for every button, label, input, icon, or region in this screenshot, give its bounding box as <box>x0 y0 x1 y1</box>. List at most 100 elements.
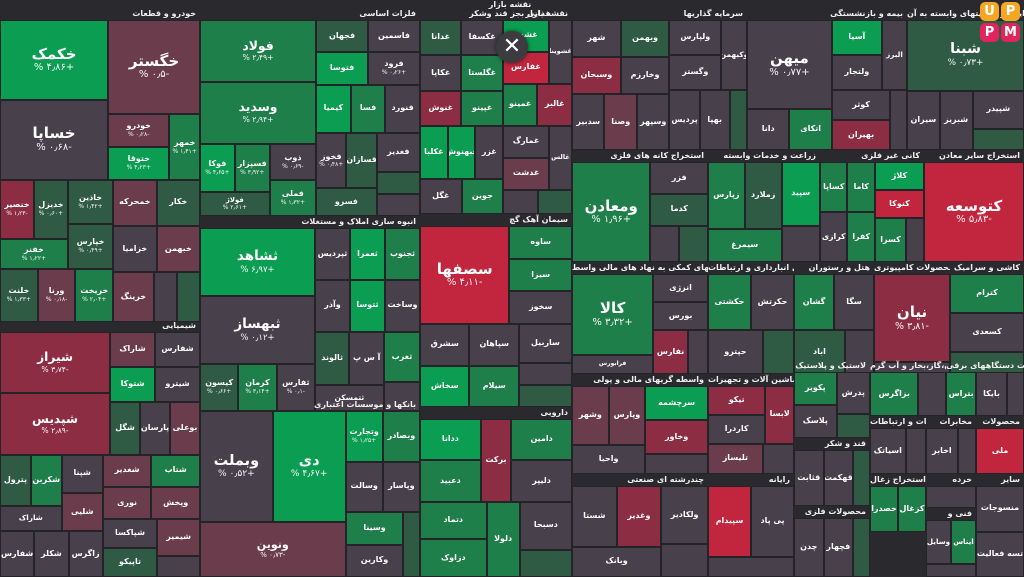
stock-tile[interactable]: فرابورس <box>572 355 654 374</box>
stock-tile[interactable]: فولاد% ۲٫۴۹+ <box>200 20 317 82</box>
stock-tile[interactable]: شاراک <box>0 505 62 532</box>
stock-tile[interactable]: شیترو <box>155 367 200 402</box>
sector-title[interactable]: چندرشته ای صنعتی <box>627 475 704 484</box>
stock-tile[interactable]: ولتجار <box>831 55 882 90</box>
stock-tile[interactable]: سصفها% ۴٫۱۱- <box>420 226 510 325</box>
stock-tile[interactable]: بتراس <box>946 372 977 416</box>
stock-tile[interactable]: گشان <box>794 274 834 330</box>
stock-tile[interactable]: کالا% ۳٫۳۲+ <box>572 274 654 356</box>
stock-tile[interactable]: ذوب% ۰٫۶۹- <box>269 143 317 180</box>
stock-tile[interactable] <box>661 543 708 577</box>
stock-tile[interactable]: قهکمت <box>823 450 854 506</box>
stock-tile[interactable]: غشوینا <box>548 20 572 84</box>
stock-tile[interactable]: کلاژ <box>874 162 924 190</box>
stock-tile[interactable]: غپینو <box>461 90 503 126</box>
stock-tile[interactable]: پترول <box>0 454 31 506</box>
stock-tile[interactable]: خکار <box>156 179 200 226</box>
stock-tile[interactable]: شاراک <box>110 332 156 367</box>
stock-tile[interactable] <box>383 382 420 411</box>
stock-tile[interactable]: سدبیر <box>572 94 605 150</box>
stock-tile[interactable]: کوثر <box>831 90 891 120</box>
stock-tile[interactable]: ختوقا% ۴٫۲۳+ <box>108 146 170 180</box>
stock-tile[interactable]: ونوین% ۰٫۷۳- <box>200 521 346 577</box>
stock-tile[interactable]: زاگرس <box>68 531 103 577</box>
stock-tile[interactable]: سخاش <box>420 365 470 407</box>
stock-tile[interactable]: آسیا <box>831 20 882 55</box>
sector-title[interactable]: ساخت دستگاههای برقی <box>946 361 1024 370</box>
stock-tile[interactable]: کسعدی <box>950 312 1024 352</box>
stock-tile[interactable]: وآذر <box>314 279 350 332</box>
sector-title[interactable]: قند و شکر <box>824 439 866 448</box>
stock-tile[interactable] <box>890 90 907 150</box>
sector-title[interactable]: محصولات <box>982 417 1020 426</box>
stock-tile[interactable]: سپاهان <box>469 324 519 366</box>
stock-tile[interactable]: ساوه <box>509 226 572 259</box>
stock-tile[interactable]: پلاسک <box>794 405 837 438</box>
stock-tile[interactable] <box>376 171 420 194</box>
stock-tile[interactable]: دلولا <box>486 501 520 577</box>
stock-tile[interactable]: سرچشمه <box>645 386 708 421</box>
stock-tile[interactable]: تاپیکو <box>102 548 158 577</box>
stock-tile[interactable]: غدانا <box>420 20 462 56</box>
stock-tile[interactable]: غمینو <box>502 83 538 126</box>
stock-tile[interactable]: غگلستا <box>461 55 503 91</box>
stock-tile[interactable] <box>519 549 572 577</box>
stock-tile[interactable]: خدیزل% ۰٫۶۰+ <box>33 179 68 239</box>
sector-title[interactable]: رایانه <box>768 475 790 484</box>
stock-tile[interactable]: میهن% ۰٫۷۷+ <box>747 20 832 109</box>
stock-tile[interactable]: فسپزار% ۳٫۹۲+ <box>234 143 270 192</box>
stock-tile[interactable]: خمحرکه <box>113 179 157 226</box>
stock-tile[interactable]: ثفارس% ۰٫۱- <box>276 363 315 411</box>
sector-title[interactable]: سایر <box>1001 475 1020 484</box>
stock-tile[interactable]: کیسون% ۰٫۶۶+ <box>200 363 239 411</box>
stock-tile[interactable]: غزر <box>475 125 504 179</box>
stock-tile[interactable]: ملی <box>976 428 1024 474</box>
stock-tile[interactable]: ساربیل <box>518 324 572 363</box>
stock-tile[interactable]: شفارس <box>155 332 200 367</box>
stock-tile[interactable]: برکت <box>480 419 512 502</box>
stock-tile[interactable]: سگا <box>834 274 874 330</box>
stock-tile[interactable]: کرازی <box>820 212 848 262</box>
stock-tile[interactable]: ورنا% ۰٫۱۸- <box>37 268 76 322</box>
stock-tile[interactable]: غکلبا <box>420 125 448 179</box>
stock-tile[interactable]: شبریز <box>939 90 973 150</box>
stock-tile[interactable]: کتوسعه% ۵٫۸۳- <box>924 162 1024 262</box>
stock-tile[interactable] <box>176 272 200 322</box>
stock-tile[interactable]: سیران <box>907 90 940 150</box>
close-button[interactable]: ✕ <box>496 31 528 63</box>
stock-tile[interactable]: خفنر% ۱٫۲۲+ <box>0 238 68 269</box>
stock-tile[interactable] <box>518 362 572 385</box>
stock-tile[interactable]: دزاوک <box>420 539 487 577</box>
stock-tile[interactable]: فتوسا <box>316 52 369 85</box>
stock-tile[interactable]: وسینا <box>345 512 404 545</box>
stock-tile[interactable]: ثپردیس <box>314 228 350 280</box>
stock-tile[interactable]: کفرا <box>847 212 875 262</box>
stock-tile[interactable] <box>957 428 976 474</box>
stock-tile[interactable]: فنورد <box>385 84 420 133</box>
stock-tile[interactable]: کاما <box>847 162 875 212</box>
stock-tile[interactable]: شستا <box>572 486 617 547</box>
stock-tile[interactable]: غگل <box>420 178 462 214</box>
stock-tile[interactable]: آ س پ <box>349 331 384 385</box>
stock-tile[interactable]: پردیس <box>669 90 700 150</box>
sector-title[interactable]: لاستیک و پلاستیک <box>795 361 866 370</box>
stock-tile[interactable]: نفارس <box>653 330 689 374</box>
stock-tile[interactable]: وغدیر <box>616 486 662 547</box>
stock-tile[interactable]: خلنت% ۱٫۳۳+ <box>0 268 38 322</box>
stock-tile[interactable]: فغدیر <box>376 132 420 172</box>
sector-title[interactable]: عرضه برق،گاز،بخار و آب گرم <box>870 361 946 370</box>
stock-tile[interactable]: خکمک% ۴٫۸۶+ <box>0 20 109 100</box>
sector-title[interactable]: رایانه و فعالیتهای وابسته به آن <box>907 9 1024 18</box>
stock-tile[interactable]: خبهمن <box>156 225 200 273</box>
stock-tile[interactable] <box>762 443 794 474</box>
stock-tile[interactable]: دامین <box>511 419 572 461</box>
sector-title[interactable]: استخراج سایر معادن <box>939 151 1020 160</box>
stock-tile[interactable]: قثابت <box>794 450 824 506</box>
stock-tile[interactable]: شگل <box>110 402 141 455</box>
sector-title[interactable]: سرمایه گذاریها <box>683 9 743 18</box>
stock-tile[interactable]: سیلام <box>469 365 519 407</box>
sector-title[interactable]: خرده <box>952 475 972 484</box>
stock-tile[interactable]: حکشتی <box>708 274 751 330</box>
stock-tile[interactable]: منسوجات <box>976 486 1024 532</box>
stock-tile[interactable]: البرز <box>881 20 907 90</box>
